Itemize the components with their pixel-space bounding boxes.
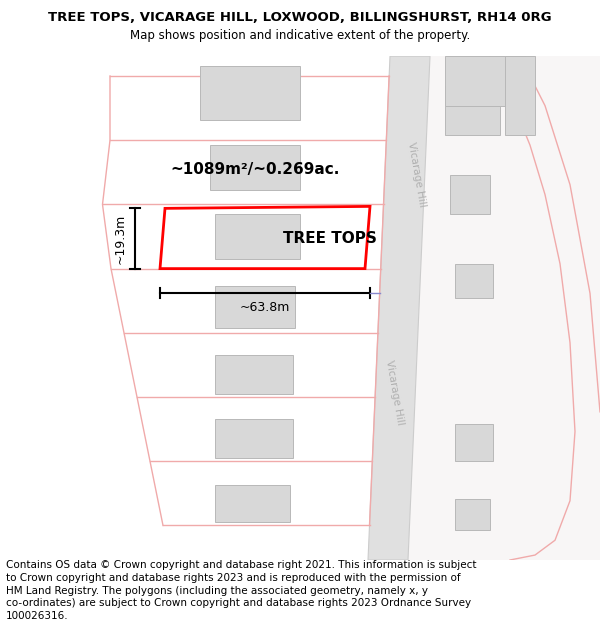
Bar [200, 66, 300, 121]
Bar [215, 485, 290, 522]
Text: ~63.8m: ~63.8m [240, 301, 290, 314]
Bar [445, 86, 500, 135]
Text: Vicarage Hill: Vicarage Hill [406, 141, 428, 208]
Text: TREE TOPS: TREE TOPS [283, 231, 377, 246]
Bar [450, 175, 490, 214]
Text: ~1089m²/~0.269ac.: ~1089m²/~0.269ac. [170, 162, 340, 177]
Polygon shape [368, 56, 430, 560]
Text: Vicarage Hill: Vicarage Hill [385, 359, 406, 426]
Bar [455, 264, 493, 298]
Bar [215, 419, 293, 458]
Bar [445, 56, 525, 106]
Text: Contains OS data © Crown copyright and database right 2021. This information is : Contains OS data © Crown copyright and d… [6, 560, 476, 621]
Polygon shape [408, 56, 600, 560]
Bar [455, 499, 490, 531]
Text: ~19.3m: ~19.3m [114, 213, 127, 264]
Bar [455, 424, 493, 461]
Bar [215, 354, 293, 394]
Text: Map shows position and indicative extent of the property.: Map shows position and indicative extent… [130, 29, 470, 42]
Text: TREE TOPS, VICARAGE HILL, LOXWOOD, BILLINGSHURST, RH14 0RG: TREE TOPS, VICARAGE HILL, LOXWOOD, BILLI… [48, 11, 552, 24]
Bar [505, 56, 535, 135]
Bar [215, 286, 295, 328]
Bar [210, 145, 300, 189]
Bar [215, 214, 300, 259]
